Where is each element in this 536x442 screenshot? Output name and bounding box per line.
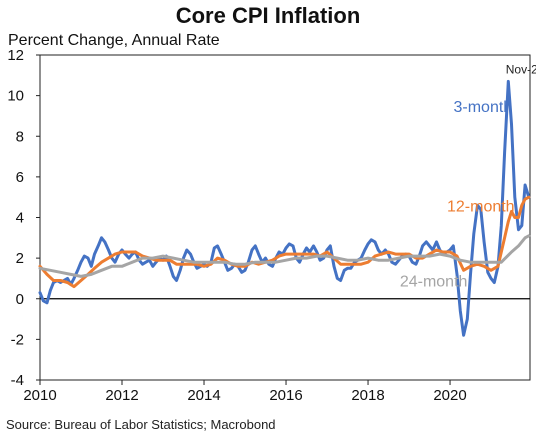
series-label-12-month: 12-month — [447, 198, 515, 215]
x-tick-label: 2018 — [351, 387, 384, 404]
series-line-12-month — [38, 195, 531, 289]
series-label-24-month: 24-month — [400, 274, 468, 291]
chart-title: Core CPI Inflation — [175, 3, 361, 28]
series-label-3-month: 3-month — [453, 99, 512, 116]
x-tick-label: 2010 — [23, 387, 56, 404]
y-tick-label: -2 — [11, 331, 24, 348]
x-tick-label: 2020 — [433, 387, 466, 404]
y-tick-label: 0 — [16, 291, 24, 308]
series-line-24-month — [38, 234, 531, 278]
y-tick-label: 12 — [7, 47, 24, 64]
y-tick-label: 8 — [16, 128, 24, 145]
y-tick-label: 10 — [7, 88, 24, 105]
y-tick-label: 6 — [16, 169, 24, 186]
y-tick-label: 4 — [16, 210, 24, 227]
x-tick-label: 2016 — [269, 387, 302, 404]
x-tick-label: 2014 — [187, 387, 220, 404]
y-tick-label: 2 — [16, 250, 24, 267]
y-tick-label: -4 — [11, 372, 24, 389]
x-tick-label: 2012 — [105, 387, 138, 404]
annotation-label: Nov-21 — [506, 62, 536, 76]
chart-subtitle: Percent Change, Annual Rate — [8, 32, 220, 49]
source-note: Source: Bureau of Labor Statistics; Macr… — [6, 417, 276, 432]
